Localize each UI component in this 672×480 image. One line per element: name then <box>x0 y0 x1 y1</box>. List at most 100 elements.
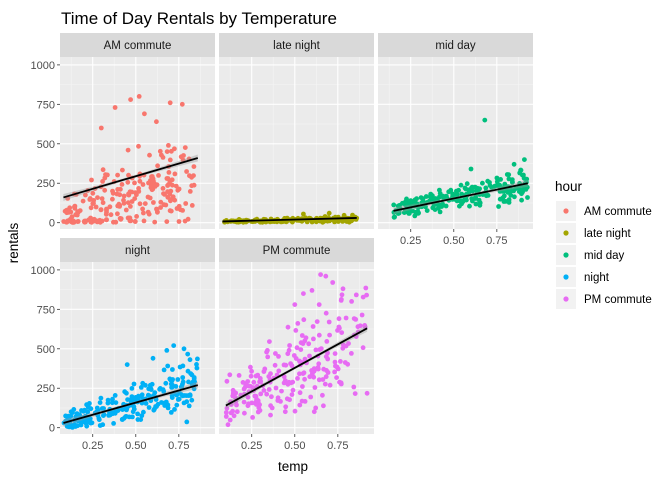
data-point <box>161 367 167 373</box>
data-point <box>132 196 138 202</box>
data-point <box>258 379 264 384</box>
data-point <box>265 354 271 360</box>
data-point <box>111 219 116 225</box>
data-point <box>424 208 430 214</box>
data-point <box>154 404 159 409</box>
data-point <box>248 364 253 370</box>
data-point <box>169 378 175 384</box>
data-point <box>166 143 171 148</box>
data-point <box>109 400 115 406</box>
data-point <box>154 119 159 125</box>
data-point <box>117 216 123 221</box>
data-point <box>174 206 180 211</box>
data-point <box>176 396 182 402</box>
data-point <box>142 201 148 207</box>
data-point <box>224 378 230 384</box>
data-point <box>397 202 402 208</box>
data-point <box>289 392 295 397</box>
legend-label: AM commute <box>584 206 652 218</box>
data-point <box>156 173 161 178</box>
data-point <box>132 219 138 225</box>
data-point <box>298 340 304 346</box>
data-point <box>180 375 186 380</box>
legend-title: hour <box>555 179 583 194</box>
facet-late-night: late night <box>219 33 374 229</box>
data-point <box>301 370 307 376</box>
data-point <box>321 403 326 409</box>
data-point <box>137 178 143 184</box>
data-point <box>266 387 272 392</box>
data-point <box>178 154 184 160</box>
data-point <box>195 356 200 362</box>
data-point <box>157 386 163 391</box>
data-point <box>391 202 397 208</box>
data-point <box>273 385 279 391</box>
data-point <box>88 406 94 412</box>
facet-strip <box>60 238 215 262</box>
data-point <box>318 272 323 277</box>
data-point <box>315 365 321 370</box>
data-point <box>96 416 102 421</box>
data-point <box>231 413 237 419</box>
data-point <box>80 198 86 204</box>
data-point <box>283 404 289 410</box>
data-point <box>278 399 283 404</box>
data-point <box>166 170 172 175</box>
data-point <box>194 365 200 371</box>
data-point <box>191 164 197 170</box>
data-point <box>325 370 331 375</box>
data-point <box>136 189 142 194</box>
data-point <box>289 363 295 369</box>
data-point <box>185 216 191 222</box>
data-point <box>427 194 433 200</box>
data-point <box>83 192 88 198</box>
data-point <box>301 317 307 323</box>
data-point <box>480 180 485 186</box>
y-tick-label: 500 <box>37 344 55 356</box>
data-point <box>522 157 527 163</box>
data-point <box>172 171 178 177</box>
data-point <box>321 366 327 372</box>
data-point <box>146 405 152 410</box>
data-point <box>467 203 472 209</box>
data-point <box>357 323 363 329</box>
x-tick-label: 0.75 <box>486 235 507 247</box>
data-point <box>77 412 82 418</box>
data-point <box>287 397 292 403</box>
x-axis-title: temp <box>278 459 308 474</box>
facet-strip-label: late night <box>273 40 320 52</box>
data-point <box>512 194 517 200</box>
data-point <box>102 175 108 181</box>
data-point <box>506 172 512 178</box>
data-point <box>91 218 97 224</box>
data-point <box>322 381 328 387</box>
data-point <box>483 191 489 197</box>
data-point <box>512 186 518 192</box>
data-point <box>257 408 263 413</box>
data-point <box>311 336 316 342</box>
data-point <box>405 202 411 208</box>
data-point <box>161 191 166 197</box>
data-point <box>450 193 455 199</box>
data-point <box>335 328 340 333</box>
data-point <box>281 374 287 380</box>
data-point <box>147 152 152 158</box>
data-point <box>359 312 365 318</box>
data-point <box>420 196 426 202</box>
data-point <box>131 381 137 387</box>
legend-item: AM commute <box>556 201 652 221</box>
data-point <box>437 187 442 193</box>
data-point <box>124 406 130 412</box>
data-point <box>487 180 492 185</box>
x-tick-label: 0.50 <box>125 440 146 452</box>
data-point <box>117 192 123 198</box>
panel-background <box>60 57 215 229</box>
data-point <box>327 382 333 388</box>
data-point <box>473 201 479 207</box>
data-point <box>115 211 120 217</box>
data-point <box>136 94 142 99</box>
data-point <box>187 357 193 363</box>
data-point <box>255 372 261 378</box>
data-point <box>66 210 71 215</box>
data-point <box>131 406 137 412</box>
